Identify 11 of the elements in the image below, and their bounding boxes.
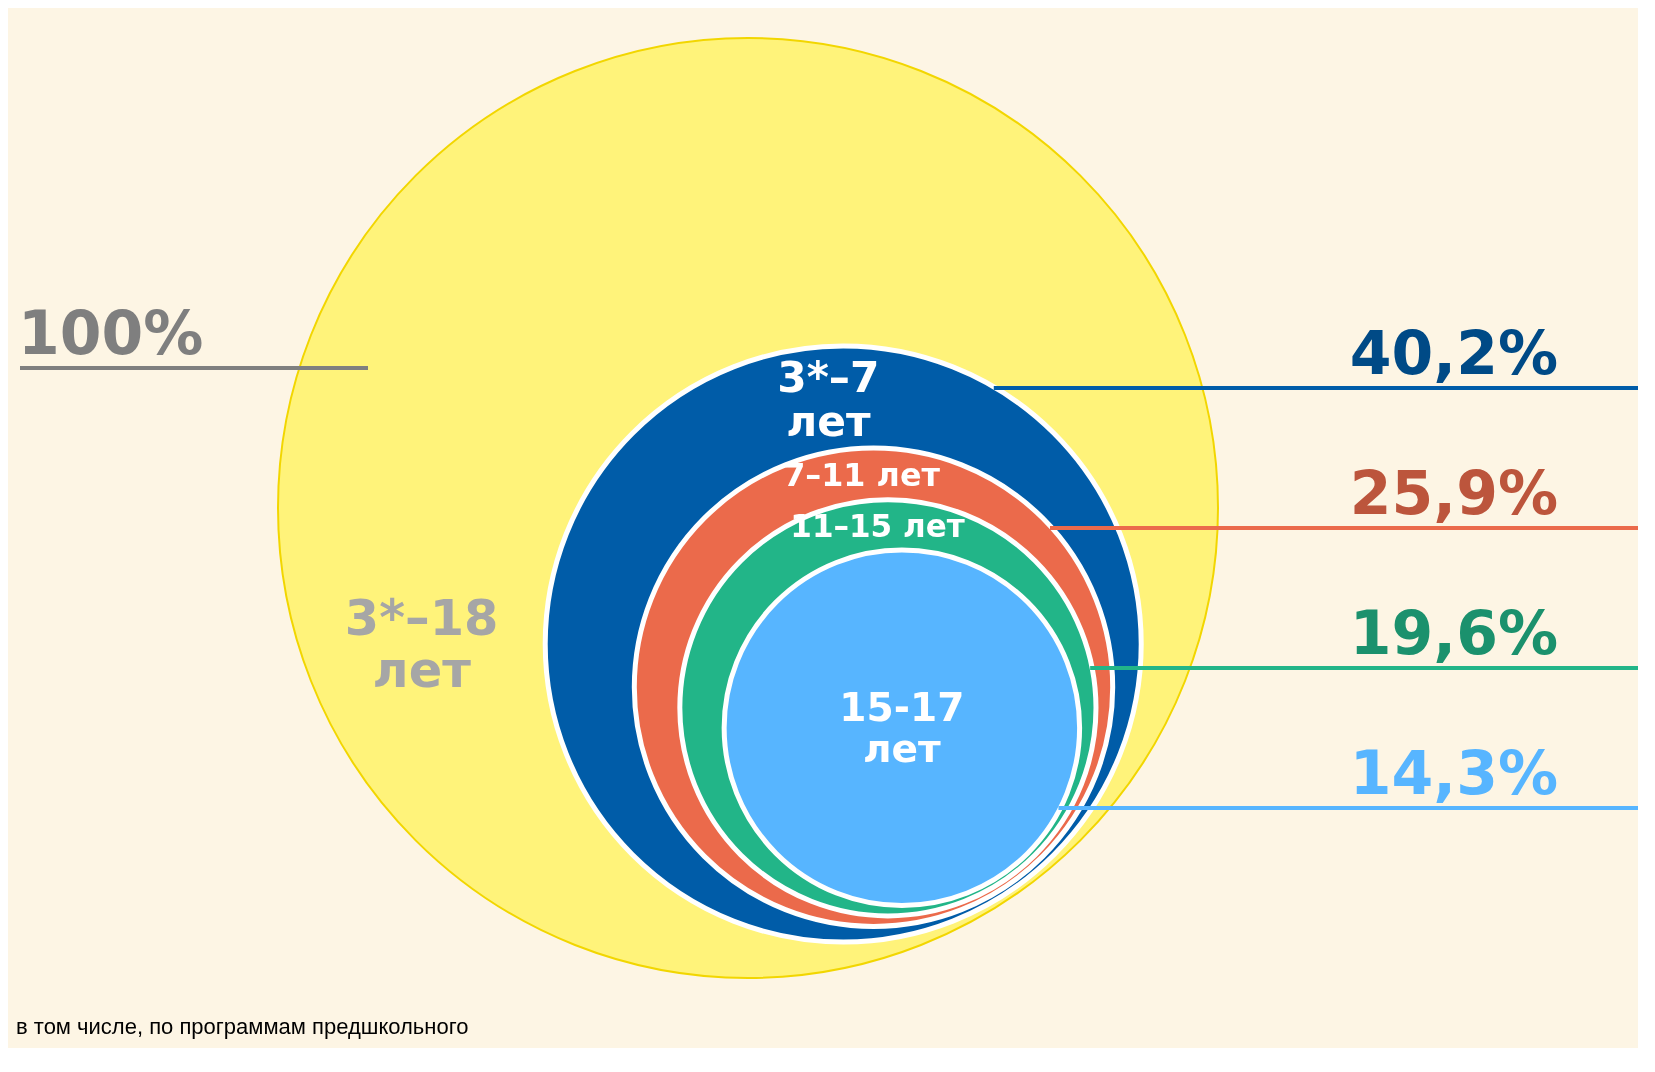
data-label: 14,3% [1349,738,1558,808]
data-label: 25,9% [1349,458,1558,528]
category-label: 3*–7 лет [777,352,880,447]
category-label: 11–15 лет [790,507,965,544]
category-label: 3*–18 лет [344,589,499,699]
data-label: 40,2% [1349,318,1558,388]
data-label: 100% [18,298,204,368]
data-label: 19,6% [1349,598,1558,668]
category-label: 15-17 лет [839,684,965,771]
text: в том числе, по программам предшкольного [12,1014,473,1040]
category-label: 7–11 лет [783,455,941,494]
